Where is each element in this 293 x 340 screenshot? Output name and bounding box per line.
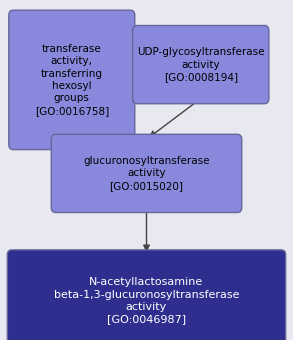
Text: transferase
activity,
transferring
hexosyl
groups
[GO:0016758]: transferase activity, transferring hexos…	[35, 44, 109, 116]
Text: UDP-glycosyltransferase
activity
[GO:0008194]: UDP-glycosyltransferase activity [GO:000…	[137, 47, 265, 82]
Text: N-acetyllactosamine
beta-1,3-glucuronosyltransferase
activity
[GO:0046987]: N-acetyllactosamine beta-1,3-glucuronosy…	[54, 277, 239, 324]
FancyBboxPatch shape	[51, 134, 242, 212]
Text: glucuronosyltransferase
activity
[GO:0015020]: glucuronosyltransferase activity [GO:001…	[83, 156, 210, 191]
FancyBboxPatch shape	[9, 10, 135, 150]
FancyBboxPatch shape	[7, 250, 286, 340]
FancyBboxPatch shape	[132, 26, 269, 104]
